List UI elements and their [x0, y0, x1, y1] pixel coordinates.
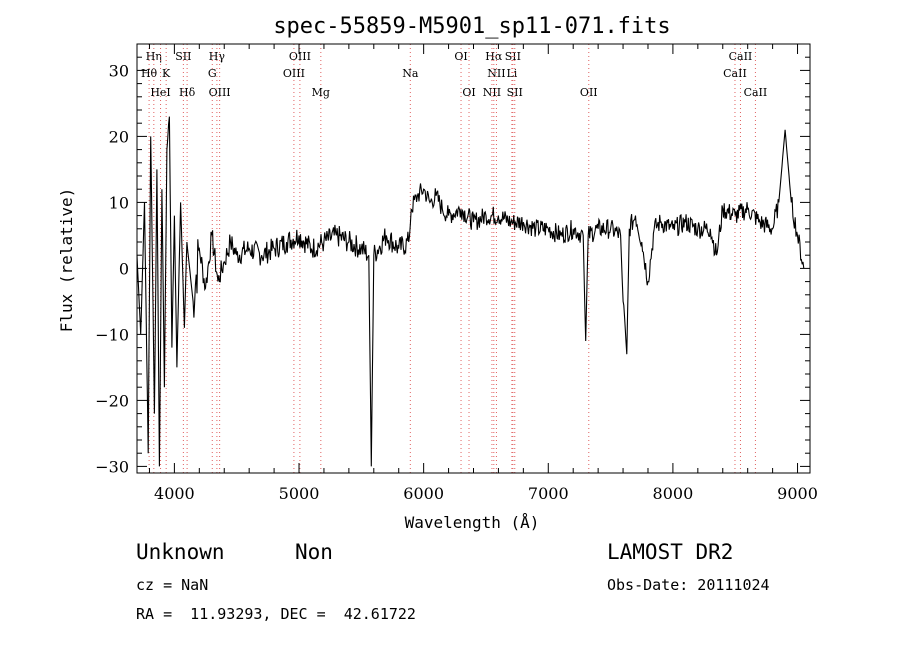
line-marker-label-10: OIII: [283, 67, 305, 80]
line-marker-label-11: Mg: [312, 86, 330, 99]
line-marker-label-9: OIII: [289, 50, 311, 63]
line-marker-label-13: OI: [454, 50, 467, 63]
line-marker-label-0: Hη: [146, 50, 162, 63]
line-marker-label-21: OII: [580, 86, 598, 99]
object-subclass: Non: [295, 540, 333, 564]
line-marker-label-7: G: [208, 67, 217, 80]
line-marker-label-4: SII: [175, 50, 191, 63]
y-tick-label-3: 0: [119, 259, 129, 278]
object-class: Unknown: [136, 540, 225, 564]
y-tick-label-4: 10: [109, 193, 129, 212]
y-tick-label-5: 20: [109, 127, 129, 146]
y-tick-label-6: 30: [109, 61, 129, 80]
line-marker-label-12: Na: [402, 67, 419, 80]
line-marker-label-23: CaII: [723, 67, 747, 80]
line-marker-label-18: Li: [506, 67, 517, 80]
line-marker-label-17: NII: [487, 67, 505, 80]
line-marker-label-3: K: [162, 67, 171, 80]
redshift: cz = NaN: [136, 576, 209, 594]
obs-date: Obs-Date: 20111024: [607, 576, 770, 594]
line-marker-label-8: OIII: [209, 86, 231, 99]
series-layer: [136, 116, 805, 467]
y-tick-label-1: −20: [95, 391, 129, 410]
line-marker-label-2: HeI: [150, 86, 170, 99]
survey-name: LAMOST DR2: [607, 540, 734, 564]
x-tick-label-0: 4000: [154, 484, 195, 503]
line-marker-label-6: Hγ: [209, 50, 226, 63]
chart-title: spec-55859-M5901_sp11-071.fits: [273, 14, 670, 39]
line-marker-label-24: CaII: [744, 86, 768, 99]
line-marker-label-1: Hθ: [141, 67, 158, 80]
x-tick-label-3: 7000: [528, 484, 569, 503]
line-marker-label-19: NII: [483, 86, 501, 99]
y-tick-label-0: −30: [95, 457, 129, 476]
line-marker-label-5: Hδ: [179, 86, 196, 99]
spectrum-line: [136, 116, 805, 467]
x-tick-label-2: 6000: [403, 484, 444, 503]
axes: 4000 5000 6000 7000 8000 9000 −30 −20 −10 0 10 20 30: [95, 43, 818, 503]
x-tick-label-1: 5000: [279, 484, 320, 503]
line-marker-label-15: Hα: [485, 50, 503, 63]
line-marker-label-14: OI: [462, 86, 475, 99]
line-marker-label-20: SII: [507, 86, 523, 99]
y-axis-label: Flux (relative): [57, 188, 76, 333]
coordinates: RA = 11.93293, DEC = 42.61722: [136, 605, 416, 623]
line-marker-label-16: SII: [505, 50, 521, 63]
x-axis-label: Wavelength (Å): [405, 513, 540, 532]
x-tick-label-5: 9000: [777, 484, 818, 503]
x-tick-label-4: 8000: [653, 484, 694, 503]
line-marker-label-22: CaII: [729, 50, 753, 63]
y-tick-label-2: −10: [95, 325, 129, 344]
